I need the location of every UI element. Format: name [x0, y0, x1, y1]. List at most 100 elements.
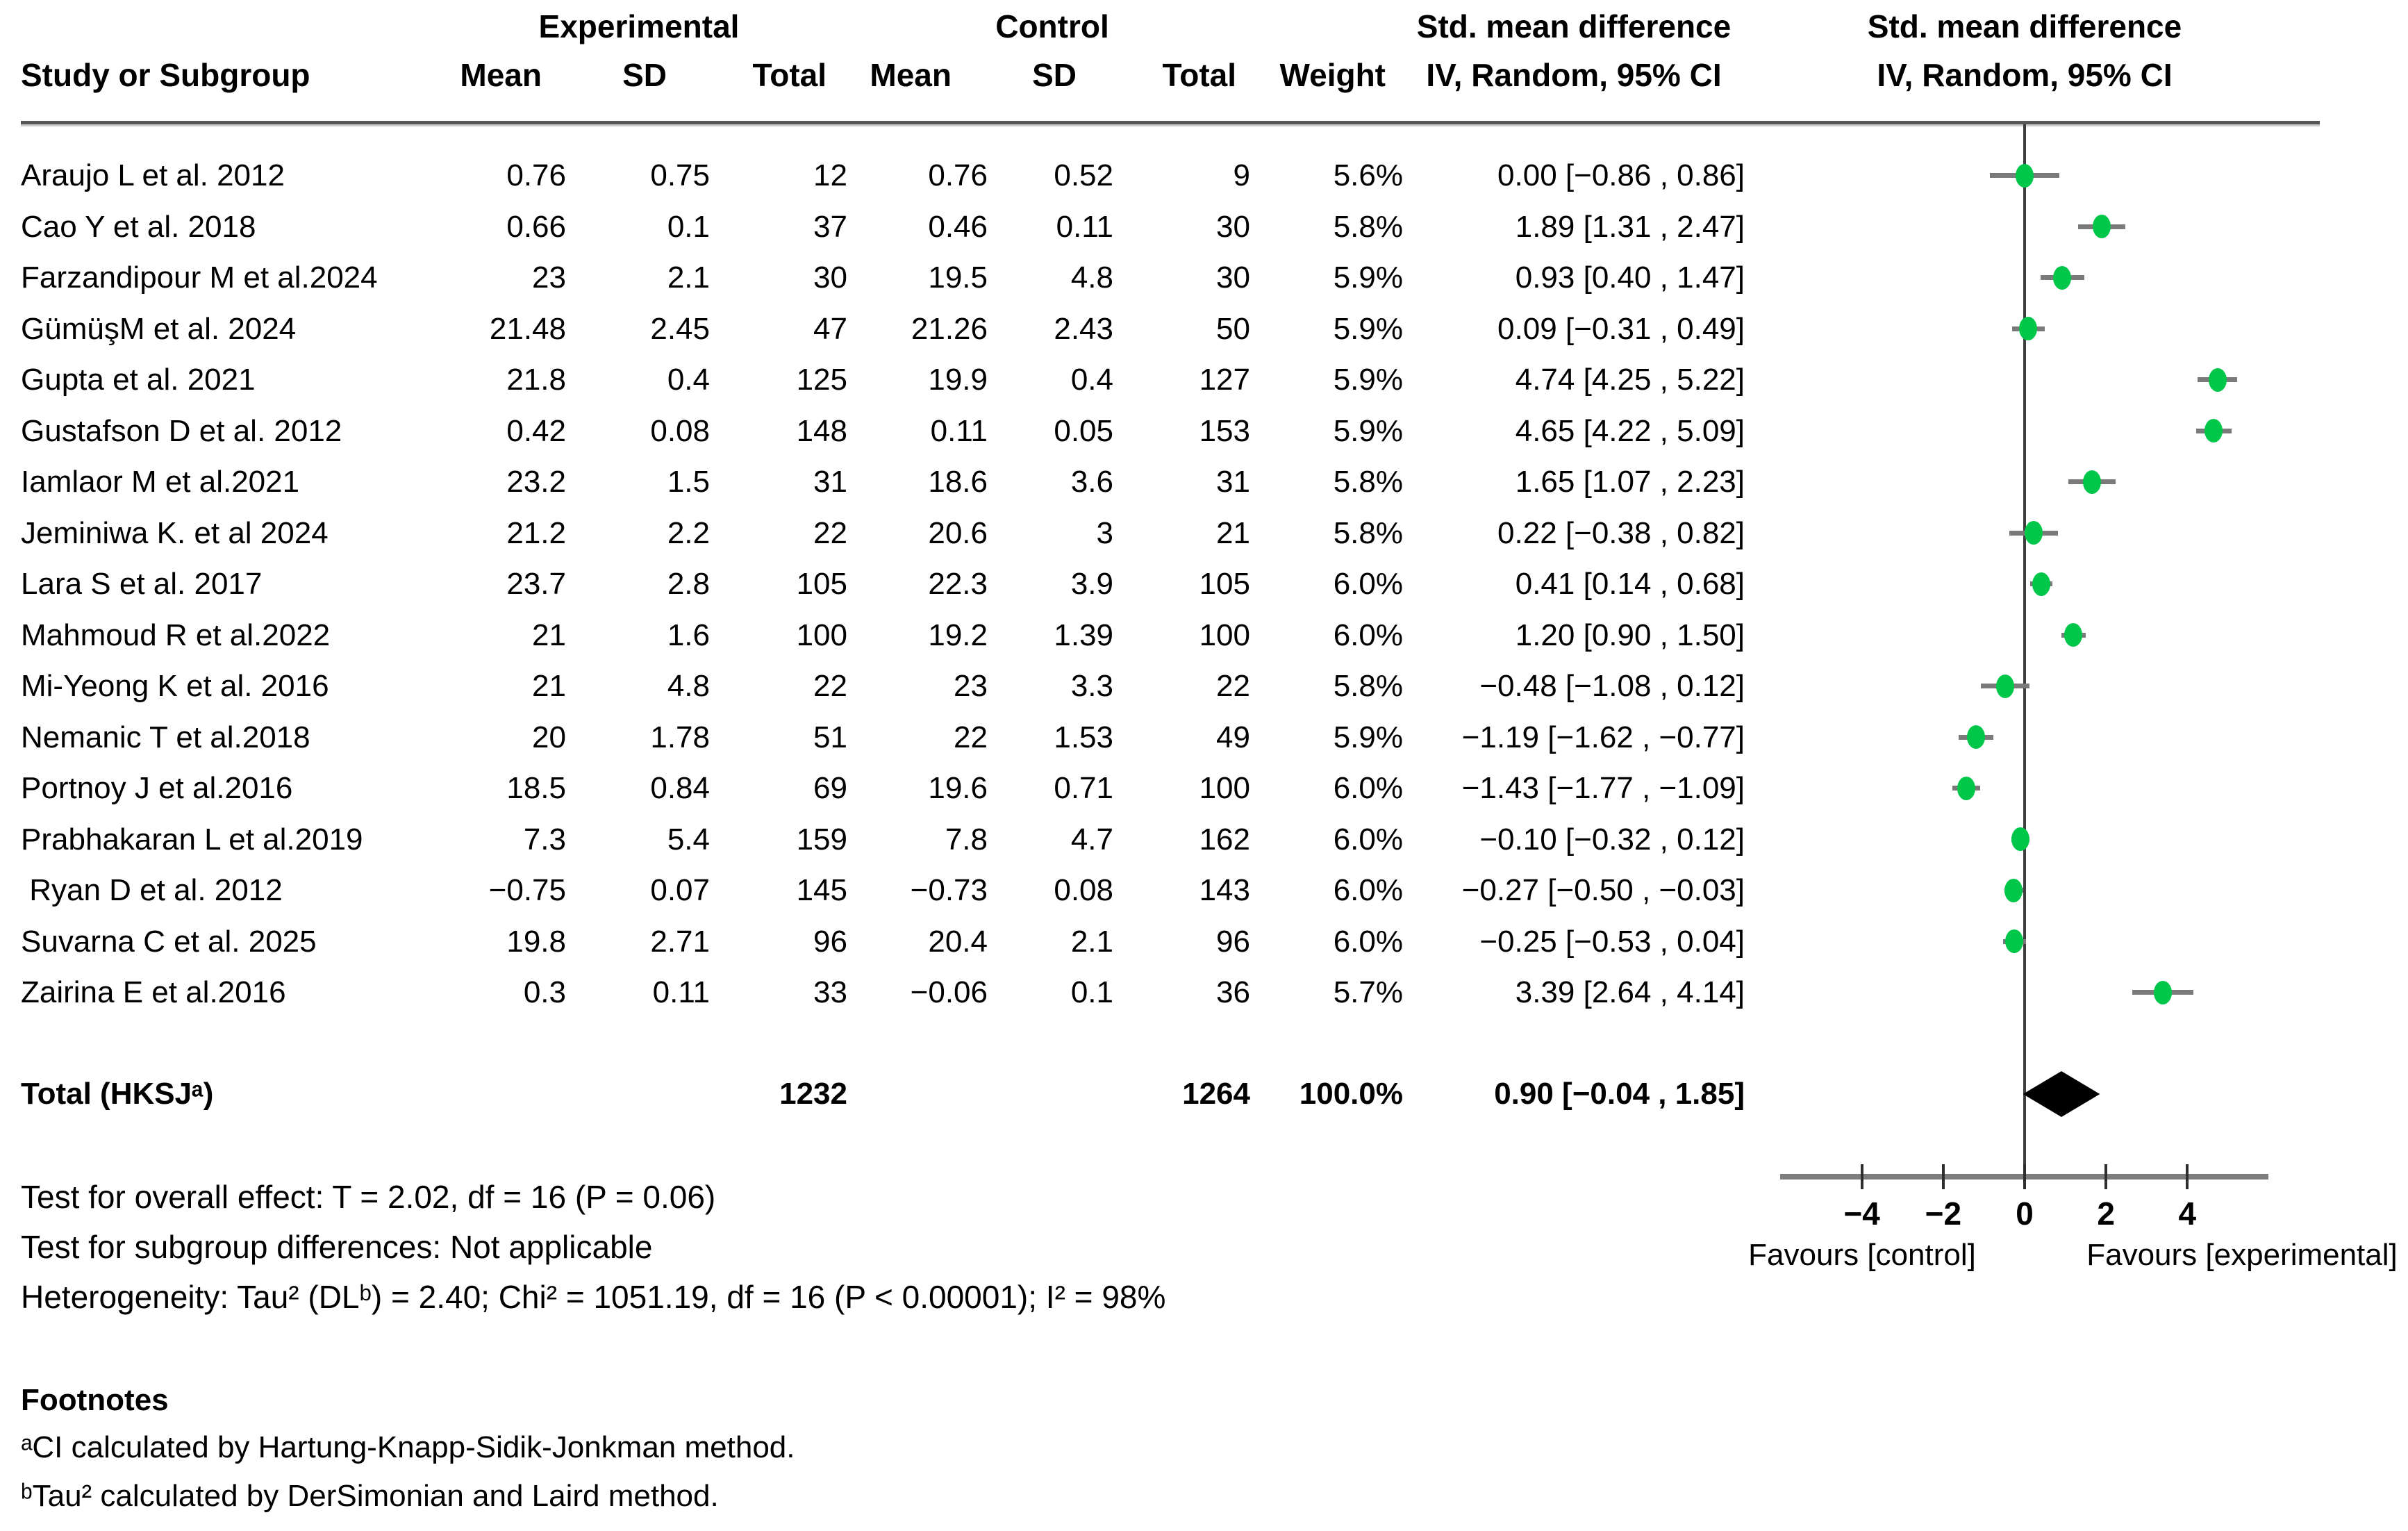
exp-mean-cell: 7.3 — [523, 822, 566, 856]
exp-sd-cell: 1.6 — [667, 618, 710, 652]
study-name: Mahmoud R et al.2022 — [21, 618, 331, 652]
ctl-total-cell: 36 — [1216, 975, 1250, 1009]
overall-effect-test: Test for overall effect: T = 2.02, df = … — [21, 1179, 716, 1215]
weight-cell: 6.0% — [1333, 822, 1403, 856]
study-name: Araujo L et al. 2012 — [21, 158, 285, 192]
study-row: Zairina E et al.2016 0.3 0.11 33 −0.06 0.1 36 5… — [0, 967, 1778, 1018]
ctl-sd-cell: 0.4 — [1070, 363, 1113, 397]
exp-mean-cell: 0.76 — [506, 158, 566, 192]
ci-text-cell: 0.09 [−0.31 , 0.49] — [1497, 311, 1745, 346]
axis-tick-label: 4 — [2178, 1195, 2197, 1232]
ctl-total-cell: 127 — [1199, 363, 1250, 397]
exp-mean-cell: 0.66 — [506, 209, 566, 244]
exp-mean-cell: 21.48 — [489, 311, 566, 346]
ctl-mean-cell: 23 — [954, 669, 988, 703]
ci-text-cell: −1.43 [−1.77 , −1.09] — [1461, 771, 1745, 805]
exp-total-cell: 47 — [813, 311, 847, 346]
weight-cell: 5.8% — [1333, 669, 1403, 703]
header-rule — [21, 121, 2320, 126]
study-row: Gustafson D et al. 2012 0.42 0.08 148 0.11 0.… — [0, 406, 1778, 457]
study-row: Araujo L et al. 2012 0.76 0.75 12 0.76 0.52 9 5… — [0, 150, 1778, 201]
exp-sd-cell: 1.78 — [650, 720, 710, 754]
study-name: Lara S et al. 2017 — [21, 567, 263, 601]
exp-sd-cell: 0.11 — [652, 975, 710, 1009]
point-estimate-marker — [2153, 980, 2172, 1004]
study-name: Gustafson D et al. 2012 — [21, 413, 342, 448]
exp-mean-cell: 19.8 — [506, 924, 566, 959]
ctl-sd-cell: 4.8 — [1070, 260, 1113, 295]
exp-sd-cell: 5.4 — [667, 822, 710, 856]
ci-text-cell: −0.27 [−0.50 , −0.03] — [1461, 873, 1745, 907]
study-name: GümüşM et al. 2024 — [21, 311, 297, 346]
exp-total-cell: 105 — [796, 567, 847, 601]
point-estimate-marker — [2005, 929, 2024, 954]
total-weight: 100.0% — [1299, 1077, 1403, 1111]
exp-total-cell: 30 — [813, 260, 847, 295]
ctl-mean-cell: 22.3 — [928, 567, 988, 601]
exp-mean-cell: 18.5 — [506, 771, 566, 805]
ctl-total-cell: 100 — [1199, 771, 1250, 805]
weight-cell: 6.0% — [1333, 873, 1403, 907]
point-estimate-marker — [2204, 419, 2223, 443]
axis-tick — [2104, 1164, 2108, 1189]
exp-total-cell: 51 — [813, 720, 847, 754]
axis-tick — [1860, 1164, 1863, 1189]
axis-tick-label: −2 — [1925, 1195, 1962, 1232]
ctl-mean-cell: 7.8 — [945, 822, 988, 856]
ctl-mean-cell: 19.5 — [928, 260, 988, 295]
point-estimate-marker — [1995, 674, 2014, 698]
footnote-b: ᵇTau² calculated by DerSimonian and Lair… — [21, 1479, 719, 1513]
axis-tick — [2023, 1164, 2026, 1189]
ctl-sd-cell: 4.7 — [1070, 822, 1113, 856]
exp-sd-cell: 0.1 — [667, 209, 710, 244]
point-estimate-marker — [2064, 623, 2083, 647]
study-name: Cao Y et al. 2018 — [21, 209, 256, 244]
exp-mean-cell: 21.8 — [506, 363, 566, 397]
ctl-total-cell: 9 — [1233, 158, 1250, 192]
exp-total-cell: 125 — [796, 363, 847, 397]
axis-tick-label: 0 — [2016, 1195, 2034, 1232]
favours-experimental-label: Favours [experimental] — [2086, 1238, 2398, 1272]
ctl-total-cell: 22 — [1216, 669, 1250, 703]
ci-text-cell: 4.74 [4.25 , 5.22] — [1515, 363, 1745, 397]
study-row: Prabhakaran L et al.2019 7.3 5.4 159 7.8 4.7 1… — [0, 814, 1778, 866]
ctl-total-cell: 30 — [1216, 209, 1250, 244]
exp-sd-cell: 0.07 — [650, 873, 710, 907]
exp-total-header: Total — [752, 57, 827, 93]
weight-cell: 5.9% — [1333, 413, 1403, 448]
ci-text-cell: −0.48 [−1.08 , 0.12] — [1479, 669, 1745, 703]
ctl-sd-cell: 0.52 — [1054, 158, 1113, 192]
weight-header: Weight — [1279, 57, 1386, 93]
ci-text-cell: 3.39 [2.64 , 4.14] — [1515, 975, 1745, 1009]
favours-control-label: Favours [control] — [1748, 1238, 1976, 1272]
ctl-mean-cell: 19.2 — [928, 618, 988, 652]
exp-total-cell: 22 — [813, 669, 847, 703]
weight-cell: 5.8% — [1333, 465, 1403, 499]
exp-sd-cell: 4.8 — [667, 669, 710, 703]
exp-mean-cell: 20 — [532, 720, 566, 754]
study-row: Mahmoud R et al.2022 21 1.6 100 19.2 1.39 100 6… — [0, 610, 1778, 661]
point-estimate-marker — [2019, 317, 2038, 341]
exp-mean-cell: 0.42 — [506, 413, 566, 448]
plot-header-line1: Std. mean difference — [1867, 8, 2182, 44]
ctl-mean-header: Mean — [870, 57, 952, 93]
total-row: Total (HKSJᵃ) 1232 1264 100.0% 0.90 [−0.… — [0, 1068, 1778, 1120]
exp-sd-cell: 2.8 — [667, 567, 710, 601]
study-name: Suvarna C et al. 2025 — [21, 924, 317, 959]
study-name: Portnoy J et al.2016 — [21, 771, 293, 805]
exp-total-cell: 37 — [813, 209, 847, 244]
exp-total-cell: 12 — [813, 158, 847, 192]
study-name: Ryan D et al. 2012 — [21, 873, 283, 907]
axis-tick-label: 2 — [2097, 1195, 2115, 1232]
weight-cell: 5.9% — [1333, 311, 1403, 346]
weight-cell: 6.0% — [1333, 924, 1403, 959]
weight-cell: 5.8% — [1333, 515, 1403, 550]
ctl-mean-cell: 22 — [954, 720, 988, 754]
ctl-mean-cell: 0.76 — [928, 158, 988, 192]
study-name: Prabhakaran L et al.2019 — [21, 822, 363, 856]
study-row: Gupta et al. 2021 21.8 0.4 125 19.9 0.4 127 5.9… — [0, 354, 1778, 406]
study-column-header: Study or Subgroup — [21, 57, 310, 93]
ctl-sd-cell: 1.53 — [1054, 720, 1113, 754]
ctl-mean-cell: 19.9 — [928, 363, 988, 397]
